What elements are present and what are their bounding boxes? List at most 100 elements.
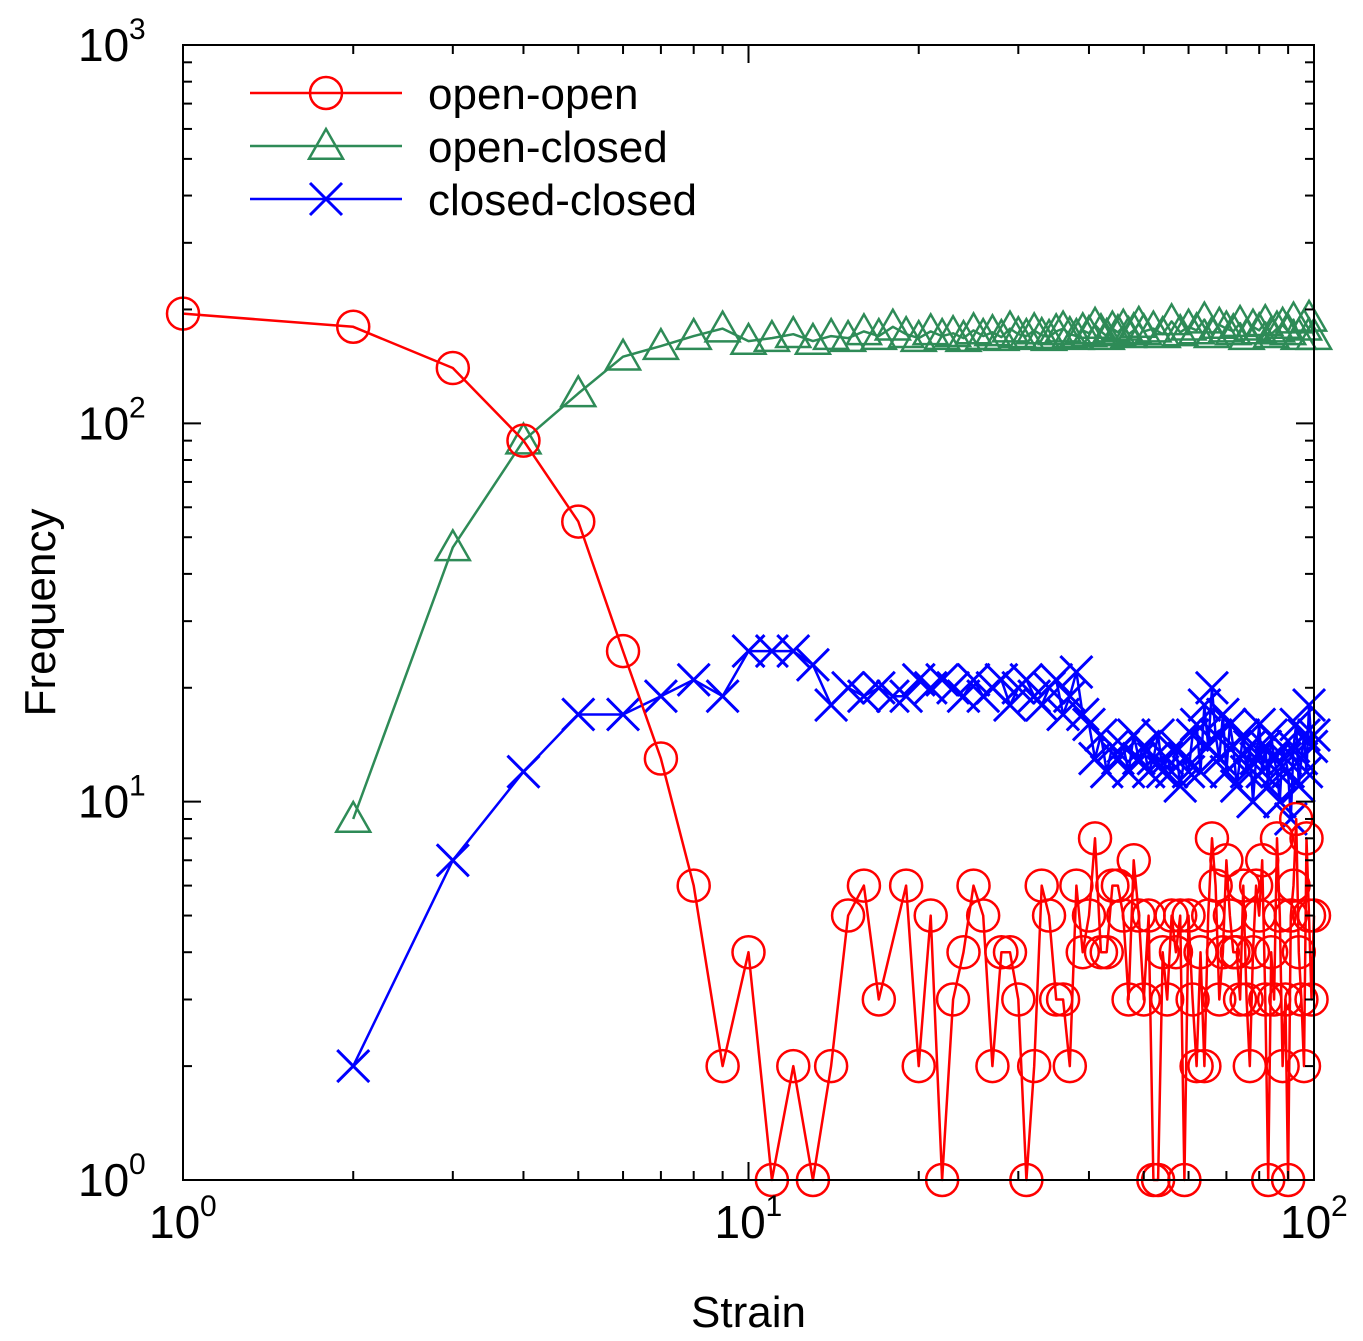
data-point-open-closed	[334, 799, 373, 833]
x-tick-label-exp: 2	[1331, 1190, 1348, 1223]
data-point-closed-closed	[1065, 697, 1100, 732]
data-point-open-open	[776, 1048, 811, 1084]
data-point-open-open	[1149, 982, 1185, 1017]
y-tick-label-base: 10	[78, 397, 129, 449]
data-point-open-open	[731, 934, 766, 970]
data-point-open-open	[1111, 982, 1146, 1017]
data-point-open-open	[1089, 934, 1124, 970]
y-tick-label-base: 10	[78, 1154, 129, 1206]
data-point-open-open	[1284, 982, 1319, 1017]
data-point-closed-closed	[1279, 707, 1314, 742]
y-tick-label: 10 3	[78, 13, 146, 71]
data-point-open-closed	[1050, 314, 1089, 349]
data-point-open-open	[561, 504, 596, 539]
data-point-open-open	[1175, 982, 1210, 1017]
x-tick-label: 10 2	[1280, 1190, 1348, 1248]
data-point-open-closed	[1015, 310, 1054, 345]
data-point-closed-closed	[1273, 801, 1308, 837]
data-point-closed-closed	[506, 754, 541, 789]
data-point-open-open	[1045, 982, 1081, 1017]
data-point-closed-closed	[1059, 655, 1094, 690]
data-point-closed-closed	[1141, 717, 1176, 753]
data-point-closed-closed	[1052, 679, 1087, 714]
series-open-open	[165, 296, 1332, 1198]
data-point-open-closed	[973, 312, 1012, 347]
data-point-open-closed	[1257, 309, 1297, 343]
data-point-open-closed	[954, 310, 993, 345]
y-tick-label-exp: 0	[129, 1148, 146, 1181]
data-point-open-open	[1262, 898, 1298, 933]
y-tick-label-base: 10	[78, 776, 129, 828]
data-point-open-open	[861, 982, 897, 1017]
x-tick-label-base: 10	[149, 1196, 200, 1248]
data-point-open-open	[901, 1048, 936, 1084]
data-point-closed-closed	[946, 679, 981, 714]
series-line-closed-closed	[352, 649, 1316, 1067]
data-point-open-open	[1229, 982, 1264, 1017]
data-point-open-open	[1265, 1048, 1300, 1084]
data-point-closed-closed	[875, 679, 910, 714]
series-layer	[165, 296, 1334, 1198]
data-point-open-open	[1198, 868, 1233, 903]
data-point-open-closed	[1037, 311, 1076, 346]
data-point-open-open	[1171, 898, 1206, 933]
data-point-open-closed	[990, 309, 1030, 343]
data-point-open-open	[946, 934, 981, 970]
data-point-open-closed	[1289, 298, 1329, 332]
x-tick-label-base: 10	[715, 1196, 766, 1248]
data-point-open-closed	[752, 318, 792, 353]
data-point-open-open	[1253, 934, 1289, 970]
tick-labels: 10 0 10 1 10 210 010 110 210 3	[78, 13, 1348, 1248]
data-point-closed-closed	[336, 1049, 371, 1084]
x-tick-label-base: 10	[1280, 1196, 1331, 1248]
data-point-closed-closed	[1024, 688, 1059, 723]
data-point-open-open	[1235, 934, 1271, 970]
data-point-closed-closed	[1187, 688, 1222, 723]
data-point-open-open	[1158, 934, 1194, 970]
data-point-open-open	[705, 1048, 740, 1084]
x-tick-label: 10 0	[149, 1190, 217, 1248]
data-point-closed-closed	[1095, 729, 1130, 764]
data-point-open-open	[643, 741, 679, 776]
data-point-open-open	[1205, 934, 1241, 970]
data-point-open-open	[913, 898, 948, 933]
data-point-open-open	[1065, 934, 1100, 970]
data-point-open-open	[1238, 868, 1274, 903]
data-point-open-open	[1294, 982, 1329, 1017]
data-point-closed-closed	[1194, 670, 1230, 705]
data-point-open-open	[1202, 982, 1237, 1017]
y-tick-label: 10 1	[78, 770, 146, 828]
data-point-closed-closed	[1294, 729, 1329, 764]
data-point-closed-closed	[643, 679, 678, 714]
data-point-closed-closed	[831, 670, 866, 705]
x-tick-label: 10 1	[715, 1190, 783, 1248]
data-point-open-closed	[703, 309, 742, 343]
data-point-closed-closed	[795, 647, 830, 682]
data-point-open-closed	[911, 311, 950, 346]
data-point-open-open	[1031, 898, 1067, 933]
data-point-open-closed	[982, 317, 1021, 352]
data-point-open-closed	[1134, 309, 1173, 343]
data-point-closed-closed	[1262, 784, 1297, 819]
data-point-open-open	[1219, 934, 1254, 970]
data-point-open-closed	[859, 316, 898, 351]
data-point-closed-closed	[435, 843, 470, 878]
data-point-open-open	[1248, 982, 1283, 1017]
data-point-closed-closed	[1009, 662, 1044, 697]
data-point-closed-closed	[984, 662, 1019, 697]
legend-marker	[308, 181, 344, 217]
data-point-open-closed	[933, 313, 973, 348]
data-point-open-open	[1071, 898, 1107, 933]
data-point-open-open	[506, 423, 541, 458]
data-point-open-open	[1256, 982, 1292, 1017]
y-tick-label-exp: 1	[129, 770, 146, 803]
data-point-open-closed	[1109, 314, 1148, 349]
data-point-closed-closed	[676, 662, 711, 697]
data-point-open-closed	[793, 321, 833, 356]
y-tick-label: 10 0	[78, 1148, 146, 1206]
data-point-closed-closed	[1145, 754, 1180, 789]
legend-label: open-closed	[428, 123, 668, 172]
data-point-open-closed	[674, 316, 713, 351]
data-point-open-closed	[433, 527, 472, 562]
